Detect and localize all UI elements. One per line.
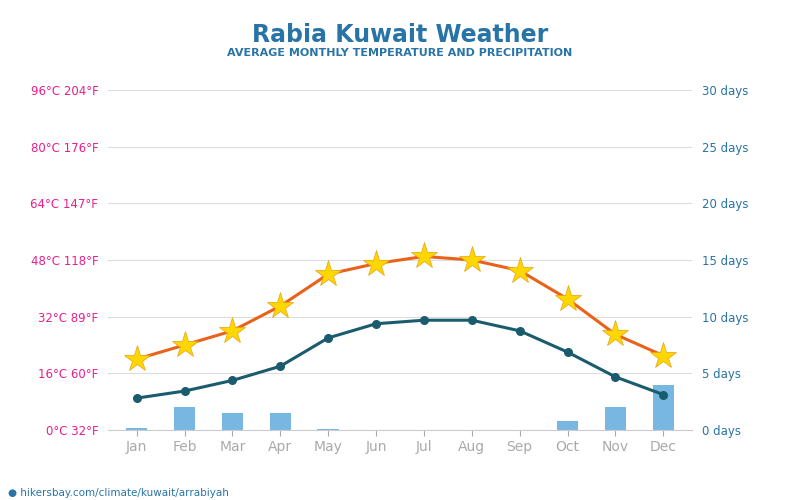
Bar — [174, 408, 195, 430]
Text: ● hikersbay.com/climate/kuwait/arrabiyah: ● hikersbay.com/climate/kuwait/arrabiyah — [8, 488, 229, 498]
Bar — [126, 428, 147, 430]
Bar — [318, 429, 339, 430]
Bar — [605, 408, 626, 430]
Text: AVERAGE MONTHLY TEMPERATURE AND PRECIPITATION: AVERAGE MONTHLY TEMPERATURE AND PRECIPIT… — [227, 48, 573, 58]
Bar — [270, 413, 291, 430]
Bar — [557, 421, 578, 430]
Bar — [653, 384, 674, 430]
Bar — [222, 413, 243, 430]
Text: Rabia Kuwait Weather: Rabia Kuwait Weather — [252, 22, 548, 46]
